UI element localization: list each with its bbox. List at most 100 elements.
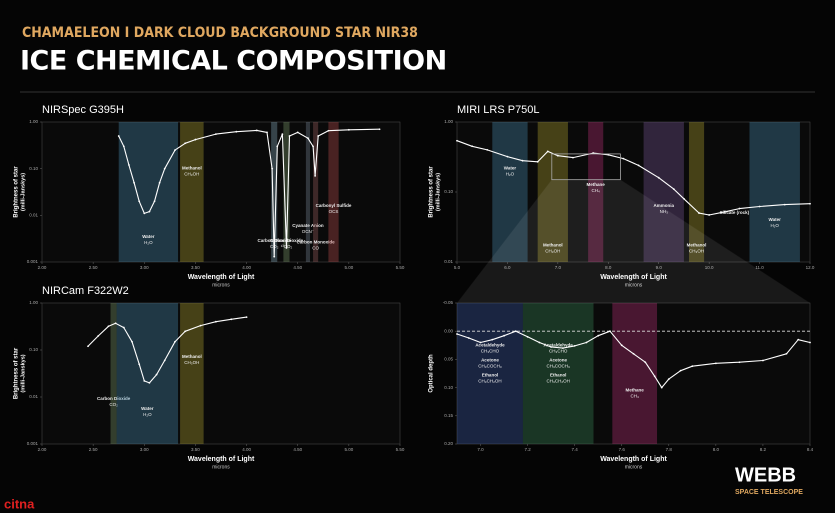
band-formula: CH₃COCH₃ [478,363,502,368]
band [180,122,204,262]
data-point [783,203,786,206]
data-point [738,207,741,210]
data-point [573,344,576,347]
x-axis-unit: microns [625,464,643,470]
data-point [122,326,125,329]
band-label: Carbon Dioxide [97,396,131,401]
data-point [214,133,217,136]
band-formula: H₂O [144,240,153,245]
x-tick-label: 7.8 [666,447,673,452]
data-point [163,359,166,362]
band-label: Ethanol [482,372,499,377]
data-point [738,361,741,364]
subtitle: CHAMAELEON I DARK CLOUD BACKGROUND STAR … [22,25,418,41]
band [522,303,594,444]
band [612,303,658,444]
x-tick-label: 4.00 [242,265,251,270]
x-tick-label: 12.0 [806,265,815,270]
data-point [107,325,110,328]
data-point [653,375,656,378]
data-point [174,149,176,151]
data-point [138,363,141,366]
data-point [158,181,161,184]
y-tick-label: 1.00 [444,119,453,124]
y-tick-label: 0.001 [27,441,39,446]
y-tick-label: 1.00 [29,300,38,305]
band [305,122,310,262]
x-tick-label: 8.4 [807,447,814,452]
data-point [378,128,381,131]
data-point [622,157,625,160]
data-point [131,340,133,343]
band-label: Acetone [549,357,567,362]
data-point [797,338,800,341]
data-point [347,128,350,131]
x-axis-title: Wavelength of Light [188,274,255,281]
data-point [550,346,553,348]
band-formula: CH₄ [592,188,600,193]
data-point [276,145,279,148]
y-tick-label: 1.00 [29,119,38,124]
x-tick-label: 7.2 [524,447,531,452]
data-point [456,139,458,142]
x-tick-label: 8.0 [713,447,720,452]
data-point [536,160,539,163]
band [271,122,278,262]
data-point [657,176,660,179]
data-point [327,129,330,132]
plot-area [456,302,811,445]
y-axis-unit: (milli-Janskys) [20,173,26,211]
data-point [503,334,505,337]
data-point [143,212,146,215]
x-axis-title: Wavelength of Light [600,456,667,463]
band-formula: H₂O [506,171,515,176]
band-formula: NH₃ [660,209,668,214]
band-label: Water [769,217,782,222]
band-formula: OCN⁻ [302,229,315,234]
y-tick-label: 0.01 [29,213,38,218]
x-tick-label: 5.50 [396,447,405,452]
data-point [271,167,274,170]
y-axis-title: Optical depth [429,354,435,393]
y-tick-label: -0.05 [443,300,454,305]
x-axis-unit: microns [212,464,230,470]
band-formula: H₂O [770,223,779,228]
band-formula: CH₃OH [689,248,704,253]
band [328,122,339,262]
x-axis-unit: microns [625,282,643,288]
x-tick-label: 2.50 [89,447,98,452]
band-label: Methanol [182,354,202,359]
x-tick-label: 5.00 [344,265,353,270]
data-point [456,333,458,335]
data-point [637,164,640,167]
data-point [785,352,788,355]
x-tick-label: 2.00 [38,447,47,452]
data-point [307,137,309,140]
band [118,122,179,262]
watermark: citna [4,496,35,511]
data-point [312,145,314,148]
x-axis-title: Wavelength of Light [600,274,667,281]
data-point [273,255,276,258]
x-axis-title: Wavelength of Light [188,456,255,463]
data-point [491,338,494,341]
data-point [148,210,151,213]
data-point [117,135,120,137]
x-tick-label: 5.0 [454,265,461,270]
data-point [288,135,291,137]
data-point [235,130,238,133]
band-label: Acetaldehyde [475,342,505,347]
band-formula: OCS [329,209,339,214]
x-tick-label: 2.50 [89,265,98,270]
y-axis-title: Brightness of star [14,166,20,218]
x-tick-label: 7.6 [619,447,626,452]
band-label: Silicate (rock) [720,210,750,215]
band-formula: H₂O [143,412,152,417]
data-point [698,212,700,214]
band-label: Carbonyl Sulfide [316,203,352,208]
x-tick-label: 9.0 [656,265,663,270]
band [588,122,604,262]
data-point [562,347,564,350]
x-tick-label: 11.0 [755,265,764,270]
band [110,303,117,444]
